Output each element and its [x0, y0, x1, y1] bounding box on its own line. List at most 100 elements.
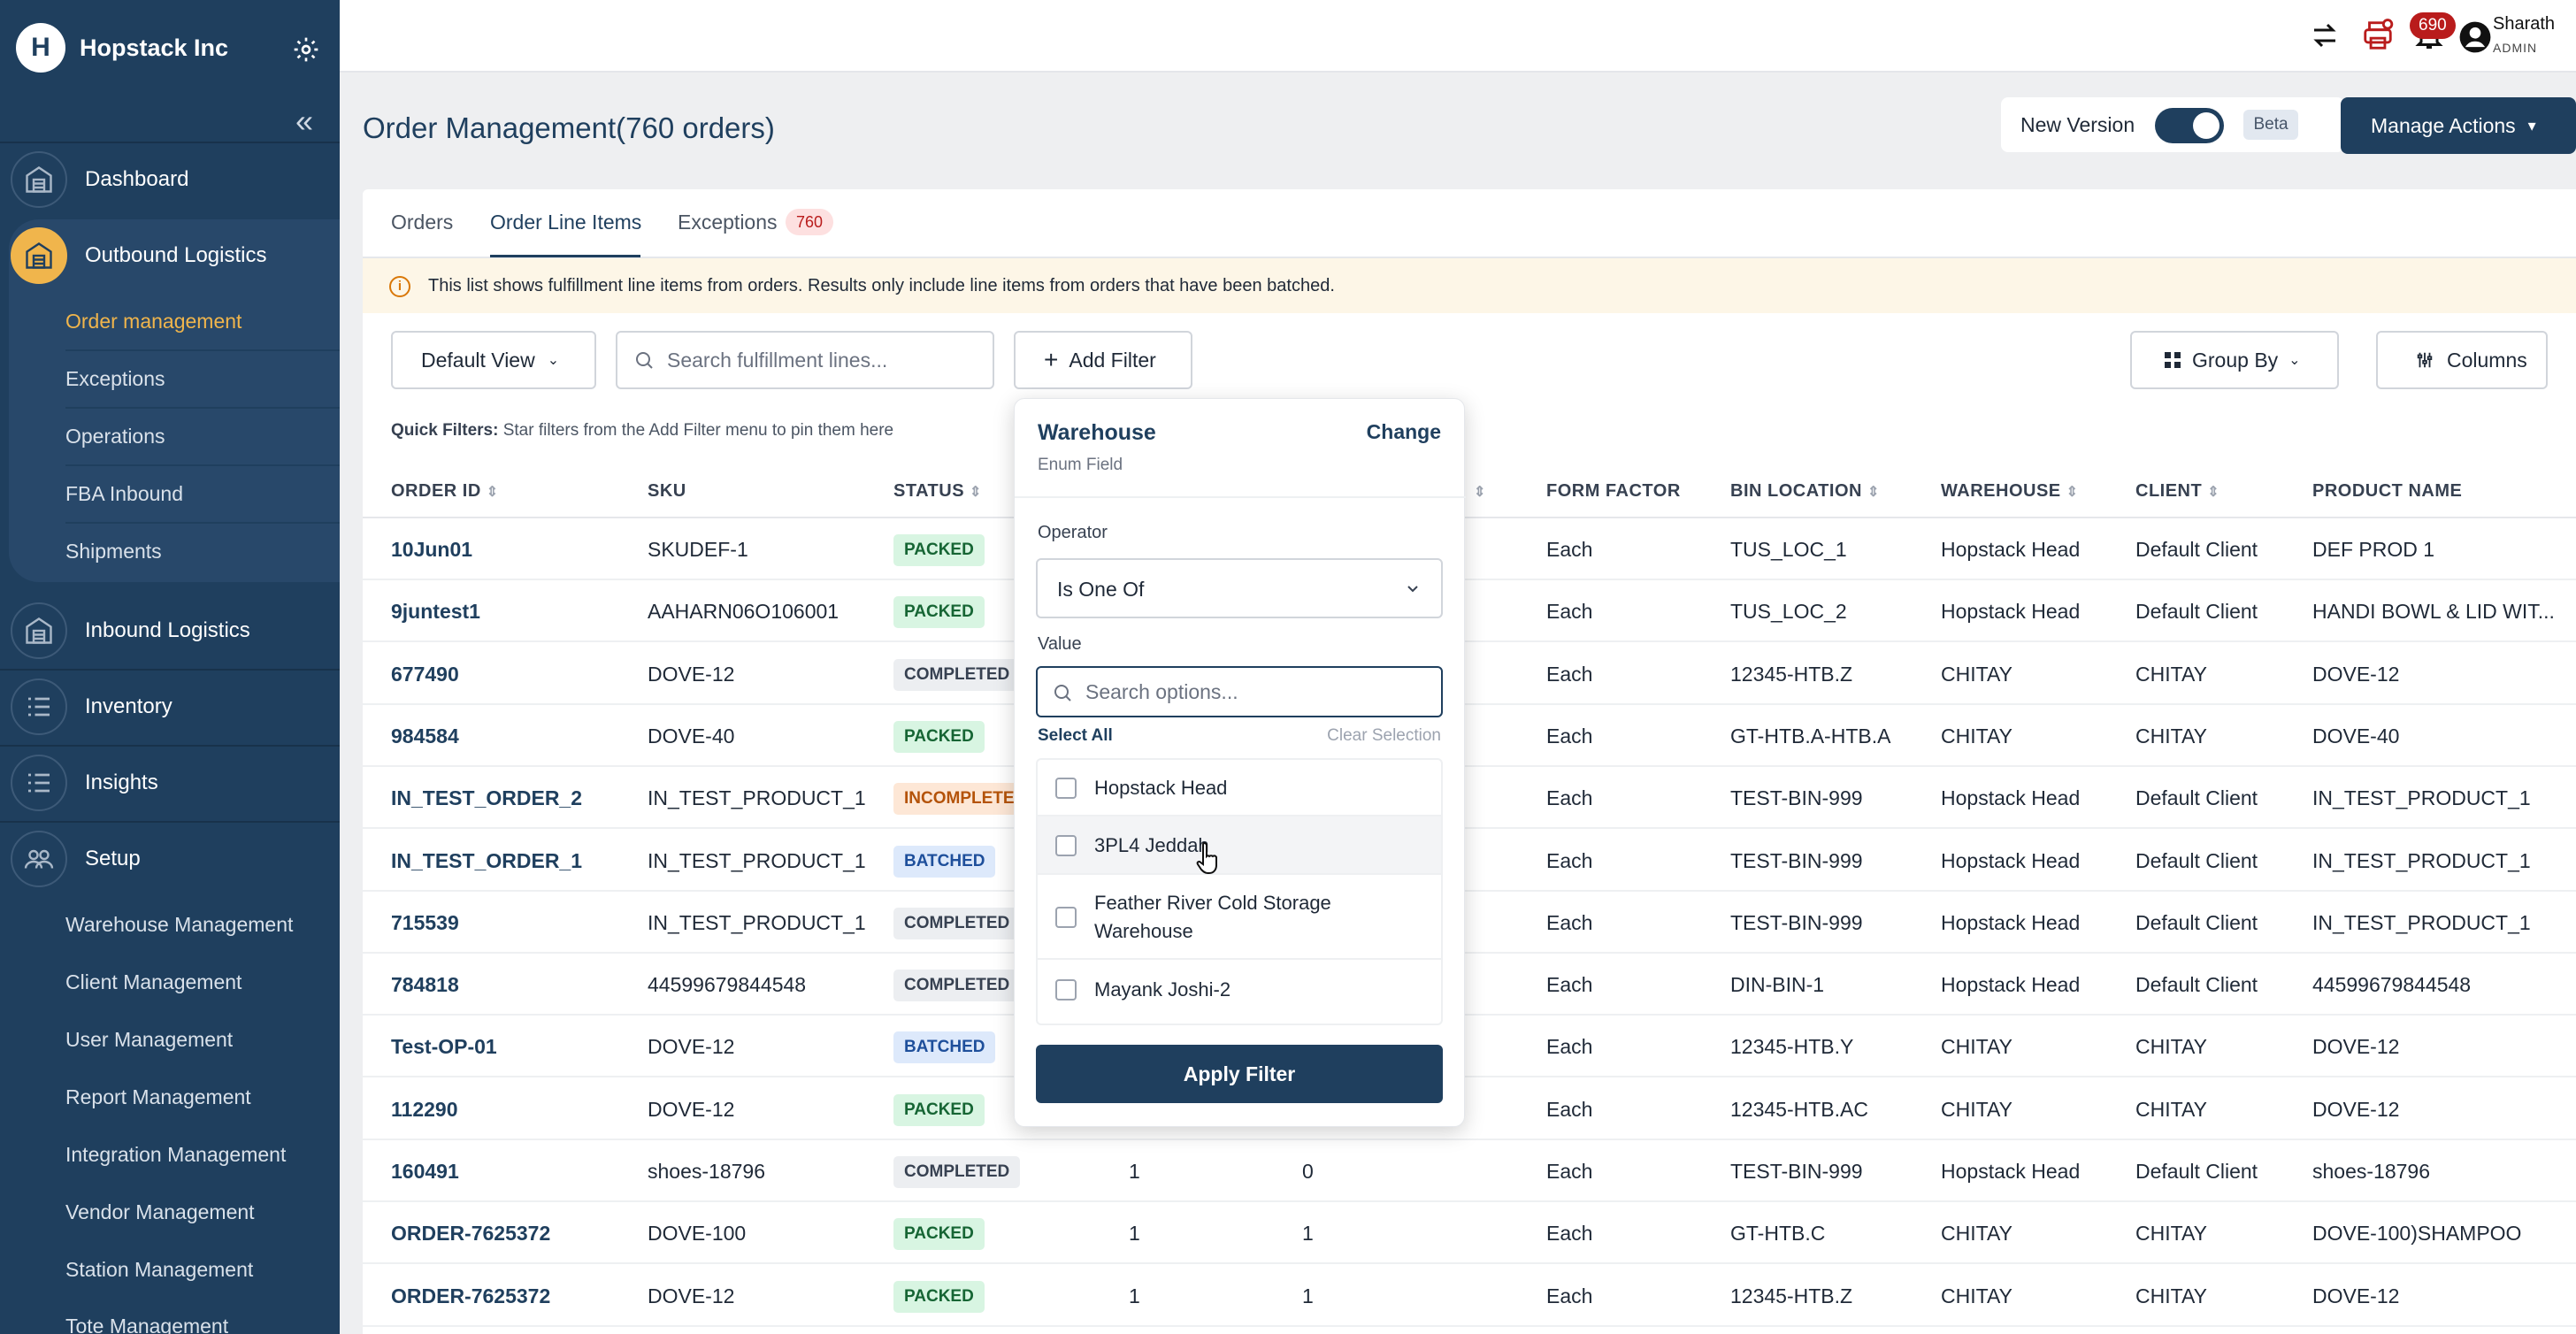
- cell-sku: DOVE-12: [648, 1284, 735, 1307]
- nav-dashboard[interactable]: Dashboard: [0, 143, 340, 216]
- cell-quantity: 1: [1302, 1222, 1314, 1246]
- nav-user-management[interactable]: User Management: [65, 1028, 234, 1051]
- cell-warehouse: CHITAY: [1941, 662, 2012, 686]
- change-field-link[interactable]: Change: [1366, 420, 1441, 443]
- cell-order-id[interactable]: 677490: [391, 662, 459, 686]
- cell-order-id[interactable]: IN_TEST_ORDER_1: [391, 848, 583, 872]
- table-row[interactable]: 784818 44599679844548 Each DIN-BIN-1 Hopstac…: [363, 954, 2576, 1016]
- tab-exceptions[interactable]: Exceptions: [678, 211, 778, 234]
- select-all-link[interactable]: Select All: [1038, 726, 1113, 745]
- table-row[interactable]: IN_TEST_ORDER_1 IN_TEST_PRODUCT_1 Each TEST…: [363, 830, 2576, 892]
- status-badge: COMPLETED: [893, 907, 1021, 939]
- cell-order-id[interactable]: ORDER-7625372: [391, 1222, 551, 1246]
- printer-icon[interactable]: [2358, 16, 2397, 55]
- nav-inbound-logistics[interactable]: Inbound Logistics: [0, 594, 340, 667]
- nav-order-management[interactable]: Order management: [65, 310, 242, 333]
- option-feather-river[interactable]: Feather River Cold Storage Warehouse: [1038, 875, 1441, 960]
- cell-order-id[interactable]: 160491: [391, 1160, 459, 1183]
- cell-bin-location: 12345-HTB.Y: [1730, 1035, 1854, 1059]
- tab-orders[interactable]: Orders: [391, 211, 454, 234]
- table-header: ORDER ID ⇕ SKU STATUS ⇕ ⇕ FORM FACTOR BIN …: [363, 460, 2576, 518]
- cell-product-name: DOVE-12: [2312, 1284, 2400, 1307]
- cell-order-id[interactable]: 784818: [391, 973, 459, 997]
- clear-selection-link[interactable]: Clear Selection: [1327, 726, 1441, 745]
- nav-station-management[interactable]: Station Management: [65, 1258, 254, 1281]
- col-client[interactable]: CLIENT ⇕: [2135, 481, 2220, 501]
- nav-tote-management[interactable]: Tote Management: [65, 1315, 229, 1334]
- col-product-name[interactable]: PRODUCT NAME: [2312, 481, 2463, 501]
- table-row[interactable]: 112290 DOVE-12 Each 12345-HTB.AC CHITAY CHITA…: [363, 1078, 2576, 1140]
- option-mayank-joshi-2[interactable]: Mayank Joshi-2: [1038, 960, 1441, 1022]
- nav-fba-inbound[interactable]: FBA Inbound: [65, 482, 183, 505]
- table-row[interactable]: 677490 DOVE-12 Each 12345-HTB.Z CHITAY CHITAY…: [363, 643, 2576, 705]
- table-row[interactable]: 9juntest1 AAHARN06O106001 Each TUS_LOC_2 Hop…: [363, 580, 2576, 643]
- col-sku[interactable]: SKU: [648, 481, 686, 501]
- nav-shipments[interactable]: Shipments: [65, 540, 162, 563]
- cell-order-id[interactable]: IN_TEST_ORDER_2: [391, 786, 583, 810]
- value-label: Value: [1038, 634, 1082, 654]
- table-row[interactable]: ORDER-7625372 DOVE-100 1 1 Each GT-HTB.C CHITA…: [363, 1202, 2576, 1265]
- table-row[interactable]: 10Jun01 SKUDEF-1 Each TUS_LOC_1 Hopstack Hea…: [363, 518, 2576, 580]
- sort-icon[interactable]: ⇕: [1474, 485, 1486, 500]
- table-row[interactable]: 715539 IN_TEST_PRODUCT_1 Each TEST-BIN-999 H…: [363, 892, 2576, 954]
- divider: [65, 1068, 340, 1070]
- checkbox[interactable]: [1055, 778, 1077, 799]
- cell-order-id[interactable]: Test-OP-01: [391, 1035, 497, 1059]
- nav-setup[interactable]: Setup: [0, 823, 340, 895]
- table-row[interactable]: 984584 DOVE-40 Each GT-HTB.A-HTB.A CHITAY CHI…: [363, 705, 2576, 767]
- operator-select[interactable]: Is One Of: [1036, 558, 1443, 618]
- nav-exceptions[interactable]: Exceptions: [65, 367, 165, 390]
- nav-operations[interactable]: Operations: [65, 425, 165, 448]
- cell-order-id[interactable]: 715539: [391, 910, 459, 934]
- tab-order-line-items[interactable]: Order Line Items: [490, 211, 642, 234]
- col-order-id[interactable]: ORDER ID ⇕: [391, 481, 499, 501]
- search-input[interactable]: Search fulfillment lines...: [616, 331, 994, 389]
- cell-form-factor: Each: [1546, 973, 1593, 997]
- chevron-down-icon: ▾: [2527, 116, 2536, 134]
- col-form-factor[interactable]: FORM FACTOR: [1546, 481, 1681, 501]
- group-by-button[interactable]: Group By ⌄: [2130, 331, 2339, 389]
- user-avatar-icon[interactable]: [2456, 18, 2495, 57]
- columns-button[interactable]: Columns: [2376, 331, 2548, 389]
- nav-outbound-logistics[interactable]: Outbound Logistics: [0, 219, 340, 292]
- cell-order-id[interactable]: 112290: [391, 1097, 458, 1121]
- nav-report-management[interactable]: Report Management: [65, 1085, 251, 1108]
- sort-icon: ⇕: [486, 485, 499, 500]
- option-3pl4-jeddah[interactable]: 3PL4 Jeddah: [1038, 816, 1441, 875]
- col-status[interactable]: STATUS ⇕: [893, 481, 982, 501]
- collapse-sidebar-icon[interactable]: «: [295, 103, 314, 139]
- divider: [65, 522, 340, 524]
- nav-inventory[interactable]: Inventory: [0, 671, 340, 743]
- cell-order-id[interactable]: 10Jun01: [391, 538, 473, 561]
- status-badge: PACKED: [893, 596, 985, 629]
- nav-client-management[interactable]: Client Management: [65, 970, 242, 993]
- table-row[interactable]: ORDER-7625372 DOVE-12 1 1 Each 12345-HTB.Z CHI…: [363, 1265, 2576, 1327]
- cell-order-id[interactable]: ORDER-7625372: [391, 1284, 551, 1307]
- switch-arrows-icon[interactable]: [2305, 16, 2344, 55]
- table-row[interactable]: Test-OP-01 DOVE-12 Each 12345-HTB.Y CHITAY CH…: [363, 1016, 2576, 1078]
- manage-actions-button[interactable]: Manage Actions ▾: [2341, 97, 2576, 154]
- gear-icon[interactable]: [292, 35, 320, 64]
- nav-insights[interactable]: Insights: [0, 747, 340, 819]
- cell-order-id[interactable]: 9juntest1: [391, 600, 480, 624]
- user-name[interactable]: Sharath: [2493, 14, 2556, 34]
- nav-vendor-management[interactable]: Vendor Management: [65, 1200, 255, 1223]
- col-bin-location[interactable]: BIN LOCATION ⇕: [1730, 481, 1880, 501]
- cell-warehouse: Hopstack Head: [1941, 973, 2081, 997]
- view-selector[interactable]: Default View ⌄: [391, 331, 596, 389]
- add-filter-button[interactable]: + Add Filter: [1014, 331, 1192, 389]
- table-row[interactable]: IN_TEST_ORDER_2 IN_TEST_PRODUCT_1 Each TEST…: [363, 767, 2576, 830]
- brand[interactable]: H Hopstack Inc: [16, 23, 228, 73]
- options-search-input[interactable]: Search options...: [1036, 666, 1443, 717]
- checkbox[interactable]: [1055, 907, 1077, 928]
- col-warehouse[interactable]: WAREHOUSE ⇕: [1941, 481, 2079, 501]
- apply-filter-button[interactable]: Apply Filter: [1036, 1045, 1443, 1103]
- nav-integration-management[interactable]: Integration Management: [65, 1143, 287, 1166]
- checkbox[interactable]: [1055, 835, 1077, 856]
- table-row[interactable]: 160491 shoes-18796 1 0 Each TEST-BIN-999 Hopst…: [363, 1140, 2576, 1202]
- new-version-toggle[interactable]: [2155, 108, 2224, 143]
- nav-warehouse-management[interactable]: Warehouse Management: [65, 913, 294, 936]
- cell-order-id[interactable]: 984584: [391, 724, 459, 748]
- option-hopstack-head[interactable]: Hopstack Head: [1038, 760, 1441, 816]
- checkbox[interactable]: [1055, 979, 1077, 1000]
